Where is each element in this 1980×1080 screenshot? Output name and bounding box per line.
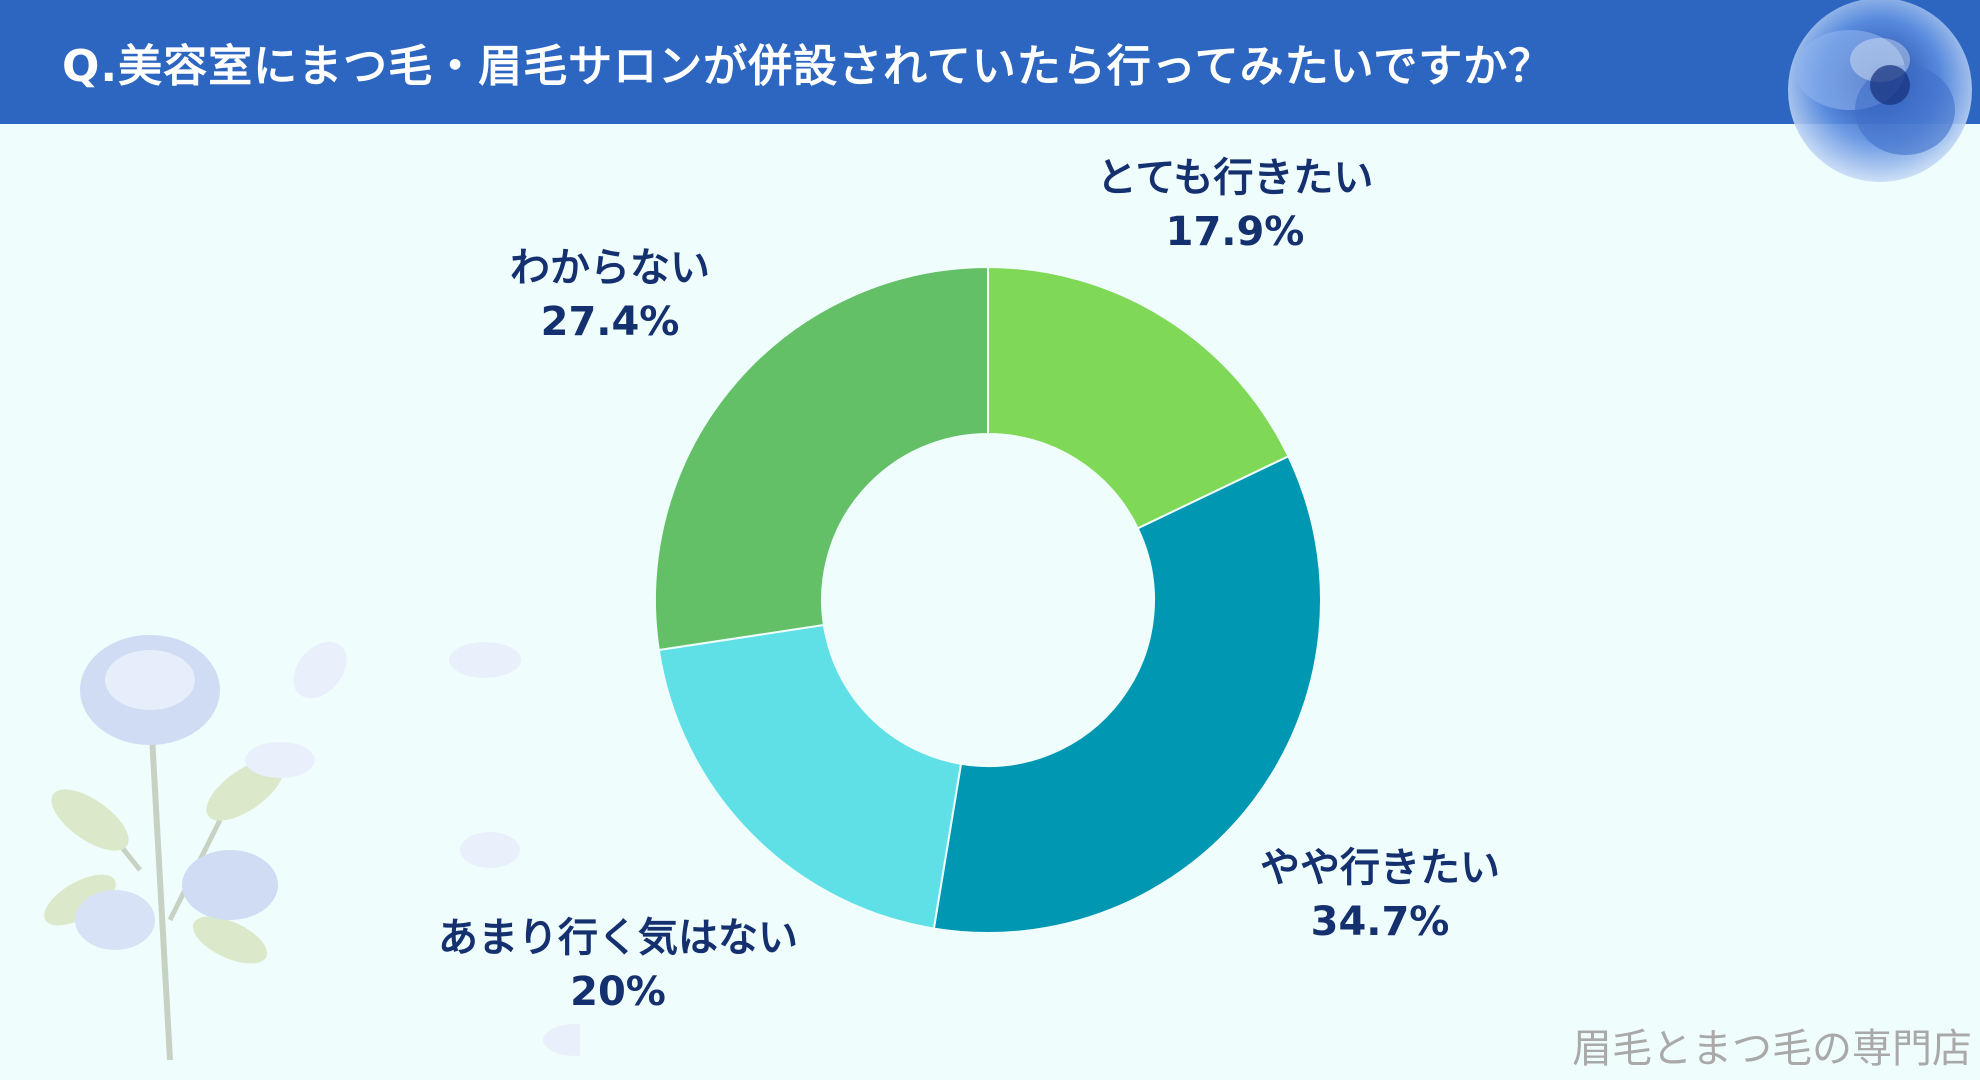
header-bar: Q.美容室にまつ毛・眉毛サロンが併設されていたら行ってみたいですか？: [0, 0, 1980, 124]
donut-slice-3: [657, 623, 963, 930]
watermark-text: 眉毛とまつ毛の専門店: [1572, 1026, 1972, 1072]
donut-slice-1: [987, 265, 1290, 530]
slice-value-label: 34.7%: [1310, 899, 1450, 945]
slice-value-label: 27.4%: [540, 299, 680, 345]
slice-label-3: あまり行く気はない 20%: [438, 911, 798, 1019]
donut-slice-4: [654, 265, 989, 652]
slice-category-label: やや行きたい: [1260, 845, 1500, 891]
slice-value-label: 20%: [570, 969, 666, 1015]
slice-category-label: あまり行く気はない: [438, 915, 798, 961]
page-title: Q.美容室にまつ毛・眉毛サロンが併設されていたら行ってみたいですか？: [62, 41, 1554, 92]
slice-label-1: とても行きたい 17.9%: [1097, 151, 1374, 259]
slice-label-4: わからない 27.4%: [510, 241, 710, 349]
rose-decoration-top-right: [1788, 0, 1972, 182]
donut-slice-2: [932, 454, 1322, 934]
slice-value-label: 17.9%: [1165, 209, 1305, 255]
rose-decoration-bottom-left: [44, 635, 580, 1061]
slice-category-label: とても行きたい: [1096, 155, 1374, 201]
slice-category-label: わからない: [510, 245, 710, 291]
slice-label-2: やや行きたい 34.7%: [1260, 841, 1500, 949]
